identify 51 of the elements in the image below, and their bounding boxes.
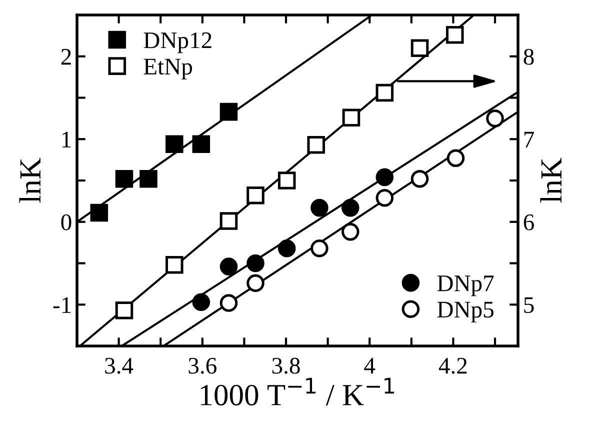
point xyxy=(90,204,108,222)
y-axis-title: lnK xyxy=(19,158,40,203)
point xyxy=(220,258,238,276)
legend-label: EtNp xyxy=(144,58,192,80)
y-tick-label: -1 xyxy=(53,297,71,313)
point xyxy=(192,293,210,312)
point xyxy=(115,302,134,320)
point xyxy=(140,170,158,188)
point xyxy=(310,198,328,217)
point xyxy=(376,168,394,186)
point xyxy=(220,102,238,121)
x-axis-title: 1000 T$^{−1}$ / K$^{−1}$ xyxy=(200,378,394,406)
point xyxy=(166,256,184,274)
legend-label: DNp5 xyxy=(437,302,494,322)
point xyxy=(342,108,360,126)
point xyxy=(220,212,238,230)
legend-label: DNp7 xyxy=(437,276,494,296)
point xyxy=(192,135,210,153)
point xyxy=(310,239,328,258)
point xyxy=(376,188,394,207)
point xyxy=(341,222,360,241)
x-tick-label: 3.4 xyxy=(105,358,134,374)
legend-label: DNp12 xyxy=(144,32,212,54)
point xyxy=(278,239,296,258)
y2-tick-label: 8 xyxy=(524,48,534,65)
point xyxy=(246,274,264,292)
point xyxy=(446,26,464,44)
point xyxy=(341,198,360,217)
point xyxy=(410,39,429,57)
point xyxy=(115,170,134,188)
y2-tick-label: 7 xyxy=(524,132,534,148)
y2-tick-label: 6 xyxy=(524,214,534,230)
x-tick-label: 3.6 xyxy=(188,358,216,374)
point xyxy=(246,186,264,204)
point xyxy=(246,254,264,272)
point xyxy=(376,84,394,102)
point xyxy=(307,136,325,154)
x-tick-label: 4 xyxy=(364,358,376,374)
y-tick-label: 1 xyxy=(62,132,71,148)
point xyxy=(220,294,238,312)
y2-axis-title: lnK xyxy=(540,158,562,203)
point xyxy=(486,110,504,128)
point xyxy=(410,170,429,188)
y2-tick-label: 5 xyxy=(524,297,534,314)
y-tick-label: 2 xyxy=(61,48,71,65)
y-tick-label: 0 xyxy=(61,214,72,230)
x-tick-label: 4.2 xyxy=(438,358,467,374)
point xyxy=(278,172,296,190)
x-tick-label: 3.8 xyxy=(272,358,300,374)
point xyxy=(166,135,184,153)
point xyxy=(446,149,465,168)
